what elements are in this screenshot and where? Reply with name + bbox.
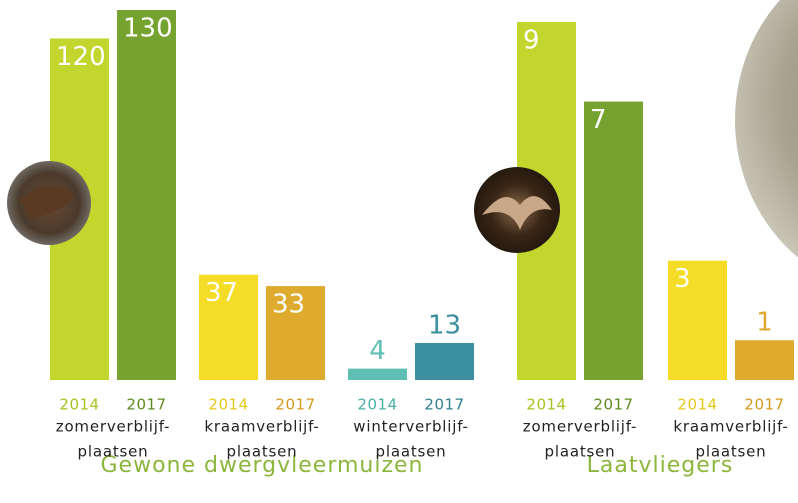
- value-label: 1: [756, 308, 773, 338]
- value-label: 9: [523, 26, 540, 56]
- group-label: kraamverblijf-: [204, 418, 319, 436]
- bar: [735, 340, 794, 380]
- group-label: plaatsen: [227, 443, 298, 461]
- group-label: plaatsen: [545, 443, 616, 461]
- group-label: plaatsen: [78, 443, 149, 461]
- year-label: 2014: [526, 396, 566, 414]
- bar: [348, 369, 407, 380]
- value-label: 33: [272, 290, 305, 320]
- bat-photo: [735, 0, 798, 295]
- group-label: kraamverblijf-: [673, 418, 788, 436]
- infographic: Gewone dwergvleermuizen12020141302017zom…: [0, 0, 798, 503]
- year-label: 2014: [357, 396, 397, 414]
- group-label: zomerverblijf-: [523, 418, 637, 436]
- bar: [117, 10, 176, 380]
- year-label: 2017: [744, 396, 784, 414]
- value-label: 3: [674, 264, 691, 294]
- charts: Gewone dwergvleermuizen12020141302017zom…: [50, 10, 794, 478]
- group-label: plaatsen: [376, 443, 447, 461]
- value-label: 13: [428, 311, 461, 341]
- group-label: winterverblijf-: [353, 418, 468, 436]
- group-label: plaatsen: [696, 443, 767, 461]
- year-label: 2017: [593, 396, 633, 414]
- year-label: 2014: [208, 396, 248, 414]
- year-label: 2017: [126, 396, 166, 414]
- value-label: 120: [56, 42, 106, 72]
- group-label: zomerverblijf-: [56, 418, 170, 436]
- year-label: 2017: [275, 396, 315, 414]
- bar: [584, 102, 643, 380]
- year-label: 2017: [424, 396, 464, 414]
- value-label: 130: [123, 14, 173, 44]
- value-label: 4: [369, 336, 386, 366]
- value-label: 7: [590, 105, 607, 135]
- value-label: 37: [205, 278, 238, 308]
- bar: [415, 343, 474, 380]
- year-label: 2014: [677, 396, 717, 414]
- year-label: 2014: [59, 396, 99, 414]
